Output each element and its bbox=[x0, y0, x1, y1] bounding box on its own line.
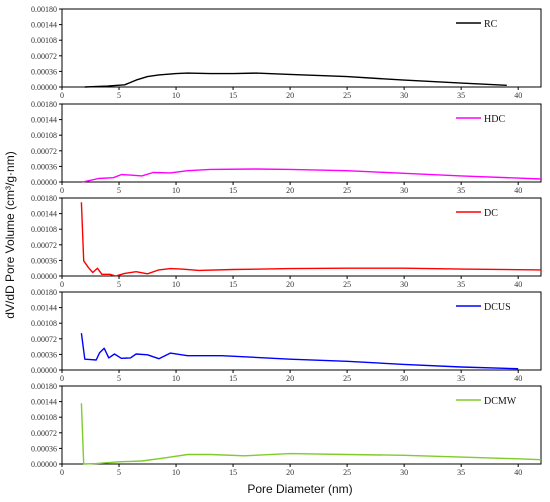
x-tick-label: 20 bbox=[286, 91, 294, 100]
legend-label-dcmw: DCMW bbox=[484, 396, 517, 407]
x-tick-label: 35 bbox=[457, 91, 465, 100]
panel-frame bbox=[61, 103, 542, 183]
y-tick-label: 0.00036 bbox=[31, 350, 57, 359]
x-tick-label: 25 bbox=[343, 91, 351, 100]
y-tick-label: 0.00144 bbox=[31, 210, 57, 219]
x-tick-label: 15 bbox=[229, 374, 237, 383]
x-tick-label: 20 bbox=[286, 186, 294, 195]
y-tick-label: 0.00036 bbox=[31, 444, 57, 453]
x-tick-label: 25 bbox=[343, 468, 351, 477]
x-tick-label: 0 bbox=[60, 468, 64, 477]
panel-dcmw: 0.00000 0.00036 0.00072 0.00108 0.00144 0.001… bbox=[31, 382, 542, 477]
y-tick-label: 0.00108 bbox=[31, 131, 57, 140]
x-tick-label: 35 bbox=[457, 374, 465, 383]
y-tick-label: 0.00036 bbox=[31, 67, 57, 76]
x-tick-label: 20 bbox=[286, 468, 294, 477]
series-line-dcmw bbox=[80, 403, 542, 465]
panel-frame bbox=[61, 385, 542, 465]
x-tick-label: 40 bbox=[514, 468, 522, 477]
y-tick-label: 0.00180 bbox=[31, 5, 57, 14]
legend-label-dc: DC bbox=[484, 208, 498, 219]
x-tick-label: 0 bbox=[60, 186, 64, 195]
y-tick-label: 0.00108 bbox=[31, 413, 57, 422]
panel-frame bbox=[61, 8, 542, 88]
y-tick-label: 0.00036 bbox=[31, 162, 57, 171]
x-tick-label: 35 bbox=[457, 280, 465, 289]
x-tick-label: 10 bbox=[172, 91, 180, 100]
x-tick-label: 25 bbox=[343, 280, 351, 289]
x-tick-label: 10 bbox=[172, 280, 180, 289]
series-line-hdc bbox=[82, 168, 542, 183]
x-tick-label: 10 bbox=[172, 374, 180, 383]
y-tick-label: 0.00072 bbox=[31, 52, 57, 61]
x-tick-label: 25 bbox=[343, 186, 351, 195]
y-axis-title: dV/dD Pore Volume (cm³/g·nm) bbox=[3, 151, 17, 318]
panel-frame bbox=[61, 197, 542, 277]
y-tick-label: 0.00180 bbox=[31, 382, 57, 391]
legend-label-rc: RC bbox=[484, 19, 498, 30]
x-tick-label: 0 bbox=[60, 91, 64, 100]
y-tick-label: 0.00108 bbox=[31, 319, 57, 328]
y-tick-label: 0.00000 bbox=[31, 272, 57, 281]
y-tick-label: 0.00144 bbox=[31, 116, 57, 125]
y-tick-label: 0.00072 bbox=[31, 429, 57, 438]
x-tick-label: 25 bbox=[343, 374, 351, 383]
x-tick-label: 15 bbox=[229, 280, 237, 289]
x-tick-label: 5 bbox=[117, 468, 121, 477]
x-axis-title: Pore Diameter (nm) bbox=[247, 482, 352, 496]
x-tick-label: 30 bbox=[400, 186, 408, 195]
y-tick-label: 0.00144 bbox=[31, 398, 57, 407]
y-tick-label: 0.00072 bbox=[31, 241, 57, 250]
x-tick-label: 40 bbox=[514, 280, 522, 289]
panel-dc: 0.00000 0.00036 0.00072 0.00108 0.00144 0.001… bbox=[31, 194, 542, 289]
y-tick-label: 0.00108 bbox=[31, 225, 57, 234]
series-line-dc bbox=[80, 202, 542, 277]
y-tick-label: 0.00036 bbox=[31, 256, 57, 265]
x-tick-label: 10 bbox=[172, 186, 180, 195]
series-line-rc bbox=[84, 72, 507, 88]
x-tick-label: 5 bbox=[117, 91, 121, 100]
y-tick-label: 0.00144 bbox=[31, 304, 57, 313]
x-tick-label: 15 bbox=[229, 91, 237, 100]
x-tick-label: 0 bbox=[60, 374, 64, 383]
x-tick-label: 30 bbox=[400, 374, 408, 383]
panel-dcus: 0.00000 0.00036 0.00072 0.00108 0.00144 0.001… bbox=[31, 288, 542, 383]
chart-panels: 0.00000 0.00036 0.00072 0.00108 0.00144 0.001… bbox=[31, 5, 542, 477]
x-tick-label: 40 bbox=[514, 91, 522, 100]
x-tick-label: 30 bbox=[400, 280, 408, 289]
series-line-dcus bbox=[80, 333, 519, 370]
y-tick-label: 0.00000 bbox=[31, 178, 57, 187]
x-tick-label: 35 bbox=[457, 186, 465, 195]
y-tick-label: 0.00000 bbox=[31, 460, 57, 469]
panel-frame bbox=[61, 291, 542, 371]
x-tick-label: 15 bbox=[229, 186, 237, 195]
y-tick-label: 0.00000 bbox=[31, 366, 57, 375]
x-tick-label: 15 bbox=[229, 468, 237, 477]
x-tick-label: 5 bbox=[117, 280, 121, 289]
y-tick-label: 0.00108 bbox=[31, 36, 57, 45]
x-tick-label: 20 bbox=[286, 280, 294, 289]
y-tick-label: 0.00180 bbox=[31, 194, 57, 203]
y-tick-label: 0.00000 bbox=[31, 83, 57, 92]
x-tick-label: 20 bbox=[286, 374, 294, 383]
x-tick-label: 30 bbox=[400, 91, 408, 100]
x-tick-label: 5 bbox=[117, 374, 121, 383]
panel-rc: 0.00000 0.00036 0.00072 0.00108 0.00144 0.001… bbox=[31, 5, 542, 100]
legend-label-hdc: HDC bbox=[484, 114, 505, 125]
x-tick-label: 40 bbox=[514, 186, 522, 195]
x-tick-label: 10 bbox=[172, 468, 180, 477]
x-tick-label: 5 bbox=[117, 186, 121, 195]
y-tick-label: 0.00180 bbox=[31, 288, 57, 297]
legend-label-dcus: DCUS bbox=[484, 302, 511, 313]
y-tick-label: 0.00072 bbox=[31, 335, 57, 344]
x-tick-label: 35 bbox=[457, 468, 465, 477]
y-tick-label: 0.00072 bbox=[31, 147, 57, 156]
x-tick-label: 30 bbox=[400, 468, 408, 477]
y-tick-label: 0.00144 bbox=[31, 21, 57, 30]
y-tick-label: 0.00180 bbox=[31, 100, 57, 109]
x-tick-label: 0 bbox=[60, 280, 64, 289]
x-tick-label: 40 bbox=[514, 374, 522, 383]
panel-hdc: 0.00000 0.00036 0.00072 0.00108 0.00144 0.001… bbox=[31, 100, 542, 195]
